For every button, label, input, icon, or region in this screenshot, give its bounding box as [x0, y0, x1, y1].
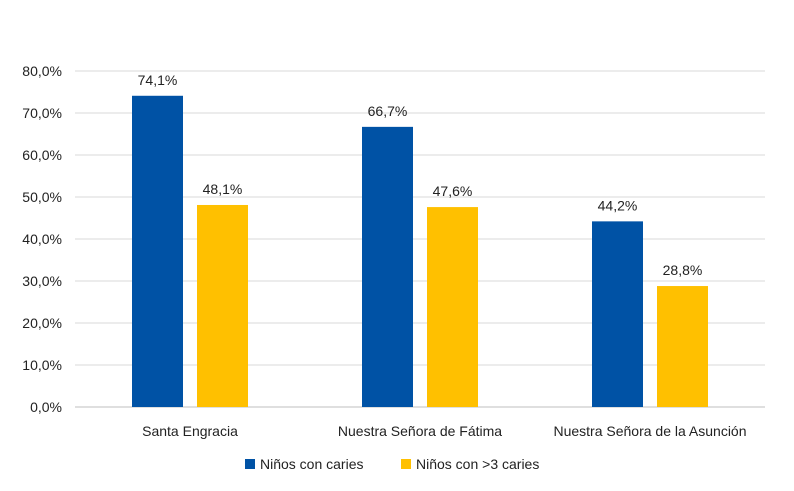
data-label: 47,6%: [433, 183, 473, 199]
bar: [427, 207, 478, 407]
y-tick-label: 70,0%: [22, 105, 62, 121]
y-tick-label: 40,0%: [22, 231, 62, 247]
y-tick-label: 60,0%: [22, 147, 62, 163]
legend-label: Niños con caries: [260, 456, 364, 472]
y-tick-label: 30,0%: [22, 273, 62, 289]
legend-swatch: [245, 459, 255, 469]
x-tick-label: Santa Engracia: [142, 423, 238, 439]
data-label: 66,7%: [368, 103, 408, 119]
bar: [197, 204, 248, 407]
data-label: 44,2%: [598, 197, 638, 213]
bar: [592, 221, 643, 407]
legend-label: Niños con >3 caries: [416, 456, 539, 472]
x-tick-label: Nuestra Señora de la Asunción: [553, 423, 746, 439]
data-label: 28,8%: [663, 262, 703, 278]
y-tick-label: 50,0%: [22, 189, 62, 205]
bar: [132, 95, 183, 407]
x-tick-label: Nuestra Señora de Fátima: [338, 423, 502, 439]
bar: [657, 286, 708, 407]
y-tick-label: 80,0%: [22, 63, 62, 79]
y-tick-label: 0,0%: [30, 399, 62, 415]
legend-swatch: [401, 459, 411, 469]
bar: [362, 126, 413, 408]
y-tick-label: 20,0%: [22, 315, 62, 331]
y-tick-label: 10,0%: [22, 357, 62, 373]
data-label: 48,1%: [203, 181, 243, 197]
data-label: 74,1%: [138, 72, 178, 88]
